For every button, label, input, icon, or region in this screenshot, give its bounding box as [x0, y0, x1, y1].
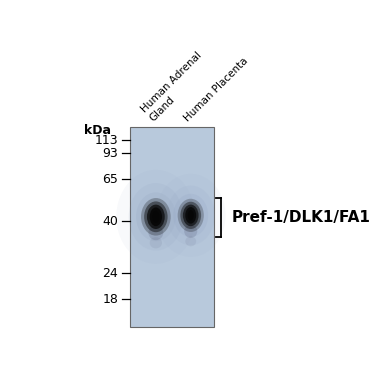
Text: 40: 40: [102, 214, 118, 228]
Ellipse shape: [147, 205, 165, 229]
Text: 18: 18: [102, 292, 118, 306]
Ellipse shape: [185, 236, 196, 246]
Text: 24: 24: [102, 267, 118, 280]
Ellipse shape: [150, 237, 162, 248]
Ellipse shape: [178, 199, 204, 232]
Text: kDa: kDa: [84, 124, 111, 136]
Ellipse shape: [183, 205, 199, 226]
Text: Human Placenta: Human Placenta: [182, 56, 250, 123]
Ellipse shape: [116, 170, 195, 264]
Ellipse shape: [173, 194, 208, 237]
Ellipse shape: [129, 183, 183, 250]
Text: 113: 113: [94, 134, 118, 147]
Ellipse shape: [184, 225, 197, 238]
Ellipse shape: [167, 186, 215, 245]
Text: 93: 93: [102, 147, 118, 160]
Ellipse shape: [188, 210, 194, 220]
Ellipse shape: [150, 207, 162, 226]
Text: Human Adrenal
Gland: Human Adrenal Gland: [139, 51, 212, 123]
Ellipse shape: [156, 174, 226, 257]
Ellipse shape: [141, 198, 171, 236]
Ellipse shape: [185, 207, 196, 224]
Text: Pref-1/DLK1/FA1: Pref-1/DLK1/FA1: [231, 210, 370, 225]
Ellipse shape: [180, 202, 201, 229]
Text: 65: 65: [102, 173, 118, 186]
Ellipse shape: [136, 192, 176, 241]
Ellipse shape: [152, 211, 159, 223]
Ellipse shape: [144, 201, 168, 232]
Bar: [130, 127, 214, 327]
Ellipse shape: [148, 225, 163, 240]
